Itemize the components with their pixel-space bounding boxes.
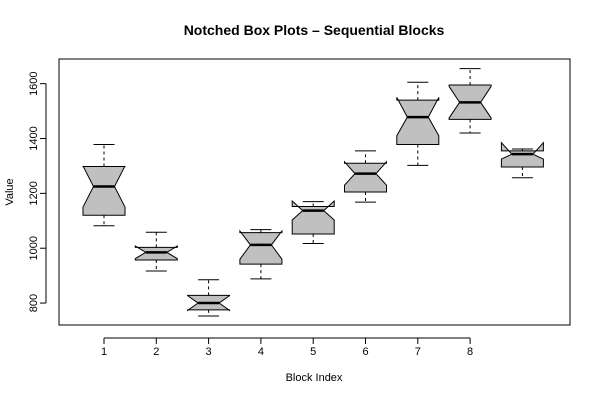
x-axis-label: Block Index <box>286 372 343 384</box>
x-tick-label: 2 <box>153 346 159 358</box>
notched-box <box>82 165 126 216</box>
x-tick-label: 8 <box>467 346 473 358</box>
box-1 <box>82 144 126 227</box>
notched-box <box>239 229 283 265</box>
box-8 <box>448 68 492 134</box>
y-tick-label: 800 <box>28 294 40 312</box>
box-4 <box>239 229 283 280</box>
box-7 <box>396 81 440 166</box>
box-2 <box>134 231 178 272</box>
x-tick-label: 1 <box>101 346 107 358</box>
box-3 <box>187 279 231 317</box>
y-axis-label: Value <box>4 178 16 205</box>
x-tick-label: 5 <box>310 346 316 358</box>
x-tick-label: 7 <box>415 346 421 358</box>
y-tick-label: 1000 <box>28 236 40 260</box>
y-axis: 800 1000 1200 1400 1600 <box>28 71 47 312</box>
box-5 <box>291 199 335 245</box>
plot-frame <box>58 58 571 326</box>
x-axis: 1 2 3 4 5 6 7 8 <box>101 337 473 358</box>
notched-box <box>396 97 440 146</box>
box-9 <box>500 141 544 179</box>
chart-title: Notched Box Plots – Sequential Blocks <box>184 22 445 38</box>
y-tick-label: 1200 <box>28 181 40 205</box>
y-tick-label: 1600 <box>28 71 40 95</box>
notched-box <box>344 160 387 193</box>
x-tick-label: 4 <box>258 346 264 358</box>
y-tick-label: 1400 <box>28 126 40 150</box>
box-6 <box>344 150 387 203</box>
x-tick-label: 3 <box>206 346 212 358</box>
notched-box <box>291 199 335 235</box>
x-tick-label: 6 <box>362 346 368 358</box>
box-series <box>82 68 544 317</box>
